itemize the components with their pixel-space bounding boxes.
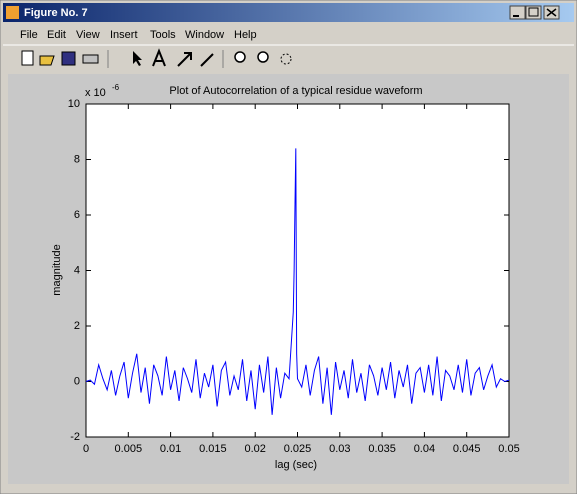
minimize-button[interactable] [509,5,526,20]
menu-item[interactable]: Window [185,29,224,41]
zoom-in-icon[interactable] [234,51,246,63]
menu-item[interactable]: Insert [110,29,138,41]
x-tick-label: 0.01 [160,443,181,455]
app-icon [6,6,19,19]
y-multiplier: x 10 [85,87,106,99]
x-tick-label: 0 [83,443,89,455]
x-tick-label: 0.045 [453,443,481,455]
x-tick-label: 0.03 [329,443,350,455]
y-tick-label: 4 [74,264,80,276]
x-tick-label: 0.035 [368,443,396,455]
menu-item[interactable]: Edit [47,29,66,41]
select-icon[interactable] [133,51,142,66]
window-title: Figure No. 7 [24,7,88,19]
y-tick-label: -2 [70,431,80,443]
maximize-glyph [528,7,539,17]
y-tick-label: 10 [68,98,80,110]
menu-item[interactable]: Tools [150,29,176,41]
x-tick-label: 0.005 [115,443,143,455]
y-tick-label: 0 [74,375,80,387]
print-icon[interactable] [82,54,99,64]
chart-title: Plot of Autocorrelation of a typical res… [169,85,422,97]
toolbar [21,48,292,68]
data-line [85,148,510,415]
y-multiplier-exponent: -6 [112,83,120,92]
y-tick-label: 6 [74,209,80,221]
y-tick-label: 2 [74,320,80,332]
text-icon[interactable] [152,48,166,67]
x-tick-label: 0.05 [498,443,519,455]
arrow-icon[interactable] [177,52,192,67]
close-glyph [546,8,557,17]
axes [85,103,510,438]
x-tick-label: 0.04 [414,443,435,455]
title-bar [3,3,574,22]
open-icon[interactable] [39,55,55,66]
y-tick-label: 8 [74,153,80,165]
rotate-icon[interactable] [280,53,292,65]
zoom-out-icon[interactable] [257,51,269,63]
menu-bar: File Edit View Insert Tools Window Help [20,29,257,41]
y-axis-label: magnitude [51,244,63,295]
x-tick-label: 0.015 [199,443,227,455]
window-buttons[interactable] [509,5,560,20]
x-axis-label: lag (sec) [275,459,317,471]
line-icon[interactable] [200,53,214,67]
menu-item[interactable]: View [76,29,100,41]
x-tick-label: 0.025 [284,443,312,455]
menu-item[interactable]: Help [234,29,257,41]
save-icon[interactable] [61,51,76,66]
new-icon[interactable] [21,50,34,66]
menu-item[interactable]: File [20,29,38,41]
x-tick-label: 0.02 [244,443,265,455]
